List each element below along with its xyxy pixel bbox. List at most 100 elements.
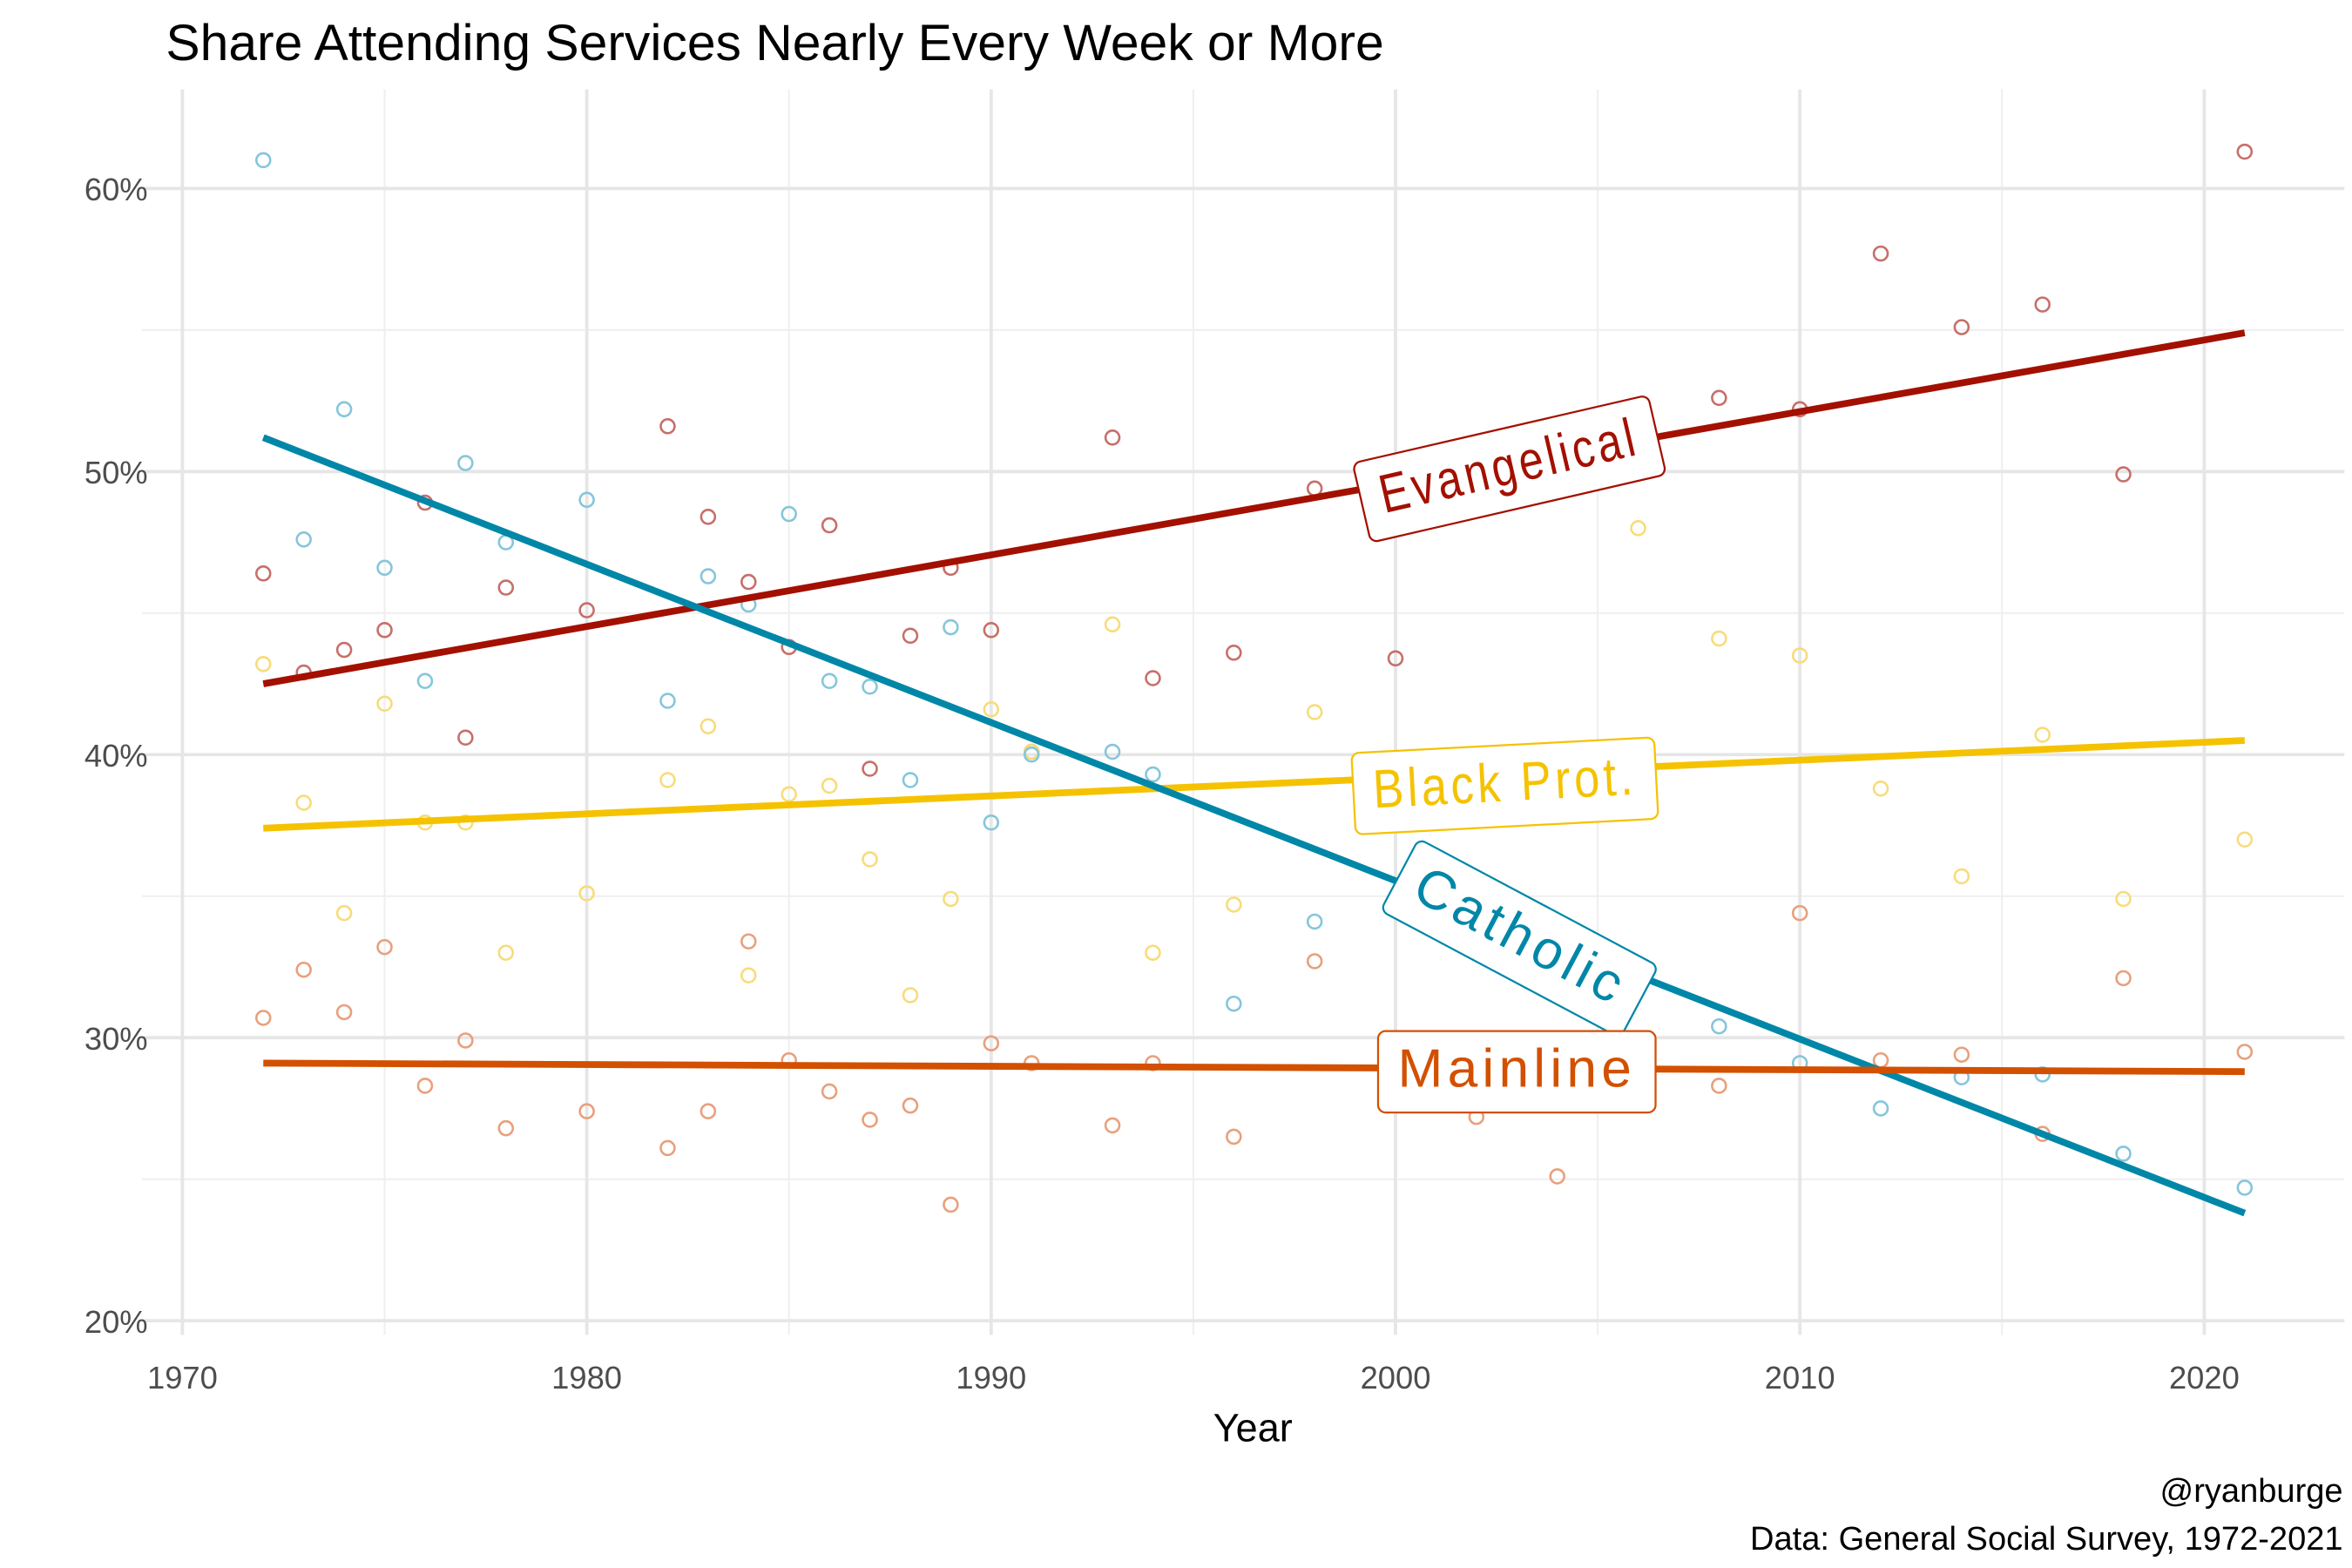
point-mainline bbox=[1791, 904, 1808, 922]
point-mainline bbox=[416, 1078, 434, 1094]
point-evangelical bbox=[1711, 389, 1727, 407]
point-mainline bbox=[376, 938, 393, 956]
point-black-prot bbox=[821, 777, 838, 794]
point-mainline bbox=[497, 1119, 515, 1137]
point-mainline bbox=[821, 1083, 838, 1100]
point-mainline bbox=[1104, 1117, 1121, 1134]
point-black-prot bbox=[943, 890, 959, 908]
point-evangelical bbox=[2115, 466, 2132, 483]
point-black-prot bbox=[1953, 868, 1970, 885]
point-evangelical bbox=[983, 622, 1000, 639]
point-evangelical bbox=[578, 602, 595, 618]
label-text-mainline: Mainline bbox=[1397, 1039, 1636, 1099]
point-black-prot bbox=[497, 944, 515, 961]
label-box-mainline bbox=[1376, 1030, 1657, 1114]
point-mainline bbox=[1872, 1051, 1889, 1069]
point-mainline bbox=[700, 1103, 717, 1119]
point-catholic bbox=[1226, 995, 1242, 1012]
point-black-prot bbox=[1306, 704, 1323, 720]
point-black-prot bbox=[335, 904, 353, 922]
point-mainline bbox=[983, 1035, 1000, 1051]
x-tick-label: 2010 bbox=[1765, 1360, 1835, 1396]
point-evangelical bbox=[821, 517, 838, 534]
point-mainline bbox=[2236, 1044, 2254, 1060]
point-mainline bbox=[255, 1010, 272, 1026]
point-catholic bbox=[781, 505, 797, 523]
point-evangelical bbox=[1953, 319, 1970, 335]
point-evangelical bbox=[1872, 245, 1889, 262]
point-mainline bbox=[1953, 1046, 1970, 1063]
trend-line-black-prot bbox=[263, 737, 2245, 832]
point-black-prot bbox=[578, 885, 595, 902]
point-catholic bbox=[700, 568, 717, 585]
point-mainline bbox=[862, 1112, 878, 1128]
point-black-prot bbox=[1791, 647, 1808, 664]
point-catholic bbox=[862, 679, 878, 695]
point-black-prot bbox=[862, 851, 878, 868]
point-catholic bbox=[295, 531, 312, 548]
point-black-prot bbox=[2034, 727, 2051, 743]
point-black-prot bbox=[2115, 890, 2132, 908]
x-tick-label: 1970 bbox=[147, 1360, 218, 1396]
label-box-catholic bbox=[1382, 840, 1657, 1037]
grid bbox=[142, 89, 2345, 1335]
point-black-prot bbox=[1104, 616, 1121, 633]
point-catholic bbox=[2115, 1146, 2132, 1162]
y-tick-label: 30% bbox=[84, 1021, 148, 1057]
point-evangelical bbox=[335, 641, 353, 659]
point-mainline bbox=[1711, 1078, 1727, 1094]
label-box-evangelical bbox=[1353, 395, 1666, 543]
x-tick-label: 2020 bbox=[2169, 1360, 2240, 1396]
point-black-prot bbox=[1145, 944, 1161, 961]
point-evangelical bbox=[740, 573, 757, 591]
point-mainline bbox=[1306, 953, 1323, 970]
point-black-prot bbox=[740, 967, 757, 983]
chart-title: Share Attending Services Nearly Every We… bbox=[166, 15, 1383, 71]
point-evangelical bbox=[376, 622, 393, 639]
point-black-prot bbox=[902, 987, 919, 1004]
y-tick-label: 60% bbox=[84, 172, 148, 207]
point-black-prot bbox=[983, 700, 1000, 718]
point-black-prot bbox=[2236, 831, 2254, 848]
point-mainline bbox=[1549, 1168, 1565, 1185]
point-evangelical bbox=[1104, 429, 1121, 446]
point-mainline bbox=[943, 1196, 959, 1213]
caption-source: Data: General Social Survey, 1972-2021 bbox=[1750, 1521, 2343, 1558]
point-evangelical bbox=[2034, 296, 2051, 313]
trend-lines bbox=[261, 329, 2247, 1217]
label-black-prot: Black Prot. bbox=[1350, 736, 1659, 835]
point-evangelical bbox=[2236, 143, 2254, 160]
point-black-prot bbox=[255, 656, 272, 672]
point-catholic bbox=[457, 455, 474, 471]
point-catholic bbox=[943, 618, 959, 636]
point-catholic bbox=[1306, 913, 1323, 930]
point-catholic bbox=[1104, 743, 1121, 760]
x-tick-label: 1980 bbox=[551, 1360, 622, 1396]
point-mainline bbox=[740, 933, 757, 950]
label-mainline: Mainline bbox=[1376, 1030, 1657, 1114]
point-catholic bbox=[821, 672, 838, 690]
trend-line-catholic bbox=[261, 434, 2247, 1217]
x-tick-label: 2000 bbox=[1361, 1360, 1431, 1396]
label-evangelical: Evangelical bbox=[1353, 395, 1666, 543]
point-evangelical bbox=[497, 579, 515, 596]
point-evangelical bbox=[1387, 650, 1404, 667]
point-mainline bbox=[335, 1004, 353, 1021]
label-text-black-prot: Black Prot. bbox=[1371, 747, 1638, 821]
point-black-prot bbox=[1226, 896, 1242, 913]
point-mainline bbox=[578, 1103, 595, 1119]
y-tick-label: 40% bbox=[84, 738, 148, 774]
point-evangelical bbox=[659, 418, 676, 435]
point-evangelical bbox=[457, 729, 474, 747]
caption-handle: @ryanburge bbox=[2160, 1473, 2343, 1510]
point-evangelical bbox=[1145, 670, 1161, 686]
point-mainline bbox=[1226, 1128, 1242, 1146]
trend-line-evangelical bbox=[262, 329, 2246, 687]
point-evangelical bbox=[902, 627, 919, 645]
point-catholic bbox=[255, 152, 272, 169]
point-catholic bbox=[1145, 766, 1161, 783]
point-evangelical bbox=[862, 760, 878, 777]
point-evangelical bbox=[255, 565, 272, 582]
